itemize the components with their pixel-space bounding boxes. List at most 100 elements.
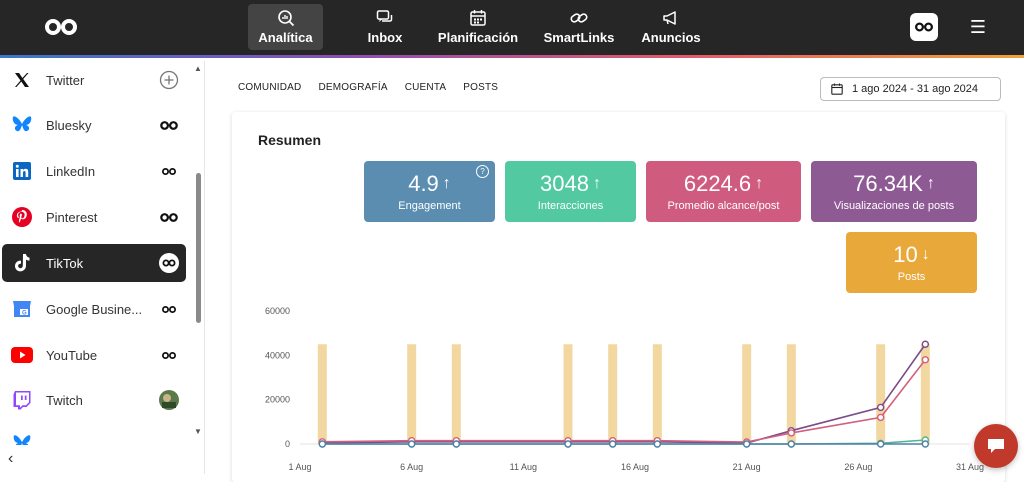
arrow-up-icon: ↑ [442, 175, 451, 192]
sidebar-item-bluesky[interactable]: Bluesky [2, 106, 186, 144]
metric-label: Visualizaciones de posts [833, 200, 955, 212]
date-range-text: 1 ago 2024 - 31 ago 2024 [852, 83, 979, 95]
sidebar-item-youtube[interactable]: YouTube [2, 336, 186, 374]
x-tick-label: 11 Aug [510, 462, 537, 472]
top-bar-accent-line [0, 55, 1024, 58]
chart-point [787, 440, 796, 448]
sidebar-item-tiktok[interactable]: TikTok [2, 244, 186, 282]
chart-point [876, 413, 885, 422]
top-bar: Analítica Inbox Planificación SmartLinks… [0, 0, 1024, 58]
nav-inbox-label: Inbox [367, 30, 403, 45]
sidebar-scrollbar-thumb[interactable] [196, 173, 201, 323]
chart-point [653, 440, 662, 448]
sidebar-item-twitch[interactable]: Twitch [2, 381, 186, 419]
tab-demografia[interactable]: DEMOGRAFÍA [318, 82, 388, 93]
scroll-up-arrow-icon[interactable]: ▲ [194, 64, 202, 73]
metric-average-reach: 6224.6 ↑ Promedio alcance/post [646, 161, 801, 222]
sidebar-item-label: Google Busine... [46, 301, 143, 317]
nav-planning[interactable]: Planificación [433, 4, 523, 50]
x-tick-label: 1 Aug [288, 462, 311, 472]
nav-planning-label: Planificación [437, 30, 519, 45]
account-avatar-button[interactable] [910, 13, 938, 41]
arrow-down-icon: ↓ [921, 246, 930, 263]
sidebar-item-label: Twitch [46, 392, 83, 408]
chart-bar [608, 344, 618, 444]
sidebar-item-label: LinkedIn [46, 163, 96, 179]
tab-comunidad[interactable]: COMUNIDAD [238, 82, 302, 93]
chart-bar [563, 344, 573, 444]
nav-smartlinks-label: SmartLinks [543, 30, 615, 45]
chart-bar [317, 344, 327, 444]
hamburger-menu-icon[interactable]: ☰ [969, 17, 987, 37]
y-tick-label: 40000 [265, 350, 290, 360]
chat-bubble-icon [988, 439, 1004, 453]
chart-bar [786, 344, 796, 444]
sidebar-item-pinterest[interactable]: Pinterest [2, 198, 186, 236]
nav-smartlinks[interactable]: SmartLinks [538, 4, 620, 50]
y-tick-label: 0 [285, 439, 290, 449]
chart-bar [652, 344, 662, 444]
youtube-icon [10, 343, 34, 367]
chart-point [921, 440, 930, 448]
add-circle-icon[interactable] [158, 69, 180, 91]
metric-label: Engagement [398, 200, 461, 212]
bluesky-icon [10, 113, 34, 137]
analytics-icon [277, 10, 294, 27]
sidebar-item-twitter[interactable]: Twitter [2, 61, 186, 99]
nav-inbox[interactable]: Inbox [356, 4, 414, 50]
chart-point [742, 440, 751, 448]
sidebar-item-google-business[interactable]: G Google Busine... [2, 290, 186, 328]
metric-label: Posts [897, 271, 926, 283]
summary-title: Resumen [258, 132, 322, 148]
x-tick-label: 31 Aug [956, 462, 984, 472]
chart-bar [451, 344, 461, 444]
chart-bar [920, 344, 930, 444]
metric-label: Interacciones [537, 200, 604, 212]
calendar-icon [470, 10, 486, 26]
date-range-picker[interactable]: 1 ago 2024 - 31 ago 2024 [820, 77, 1001, 101]
y-tick-label: 20000 [265, 395, 290, 405]
metric-engagement: 4.9 ↑ Engagement ? [364, 161, 495, 222]
chart-point [876, 440, 885, 448]
y-tick-label: 60000 [265, 306, 290, 316]
arrow-up-icon: ↑ [926, 175, 935, 192]
scroll-down-arrow-icon[interactable]: ▼ [194, 427, 202, 436]
chart-bar [407, 344, 417, 444]
sidebar-item-label: Twitter [46, 72, 85, 88]
svg-text:G: G [22, 311, 27, 317]
metric-value: 10 [893, 242, 918, 267]
arrow-up-icon: ↑ [592, 175, 601, 192]
metric-posts: 10 ↓ Posts [846, 232, 977, 293]
nav-analytics-label: Analítica [258, 30, 313, 45]
collapse-sidebar-chevron-icon[interactable]: ‹ [8, 450, 14, 467]
chart-point [407, 440, 416, 448]
metric-value: 76.34K [853, 171, 923, 196]
tab-posts[interactable]: POSTS [463, 82, 499, 93]
main-nav: Analítica Inbox Planificación SmartLinks… [248, 4, 722, 50]
chat-support-button[interactable] [974, 424, 1018, 468]
chart-point [876, 403, 885, 412]
nav-ads[interactable]: Anuncios [635, 4, 707, 50]
x-twitter-icon [10, 68, 34, 92]
sidebar-item-label: Pinterest [46, 209, 98, 225]
sidebar-item-partial[interactable] [2, 427, 186, 445]
help-question-icon[interactable]: ? [476, 165, 489, 178]
sidebar-item-label: TikTok [46, 255, 84, 271]
tab-cuenta[interactable]: CUENTA [404, 82, 447, 93]
pinterest-icon [10, 205, 34, 229]
linkedin-icon [10, 159, 34, 183]
chart-bar [876, 344, 886, 444]
nav-analytics[interactable]: Analítica [248, 4, 323, 50]
arrow-up-icon: ↑ [755, 175, 764, 192]
sidebar-item-label: YouTube [46, 347, 98, 363]
app-logo[interactable] [45, 17, 77, 37]
sidebar-item-linkedin[interactable]: LinkedIn [2, 152, 186, 190]
x-tick-label: 6 Aug [400, 462, 423, 472]
chart-point [564, 440, 572, 448]
metric-value: 4.9 [408, 171, 439, 196]
networks-sidebar: Twitter Bluesky LinkedIn Pinterest TikTo… [0, 61, 205, 474]
tiktok-icon [10, 251, 34, 275]
chart-point [608, 440, 617, 448]
nav-ads-label: Anuncios [641, 30, 701, 45]
app-logo-icon [915, 22, 933, 32]
